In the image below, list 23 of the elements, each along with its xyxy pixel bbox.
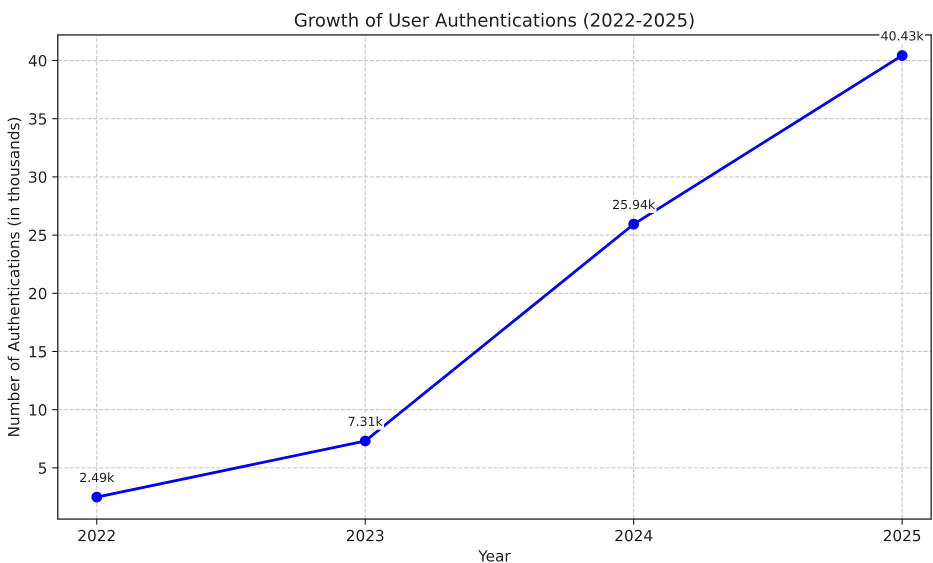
point xyxy=(360,436,371,446)
point xyxy=(896,50,908,61)
y-axis-title: Number of Authentications (in thousands) xyxy=(8,118,22,436)
data-label: 2.49k xyxy=(80,472,114,482)
y-tick-label: 40 xyxy=(28,54,46,67)
data-label: 7.31k xyxy=(348,416,383,426)
y-tick-label: 5 xyxy=(38,462,46,474)
y-tick-label: 20 xyxy=(29,288,46,300)
data-label: 40.43k xyxy=(881,30,924,41)
chart-title: Growth of User Authentications (2022-2025) xyxy=(294,12,694,29)
point xyxy=(628,218,640,230)
x-tick-label: 2022 xyxy=(78,530,115,542)
x-tick-label: 2025 xyxy=(884,530,920,542)
y-tick-label: 25 xyxy=(29,230,46,242)
x-tick-label: 2023 xyxy=(346,530,384,542)
point xyxy=(91,492,102,502)
y-tick-label: 35 xyxy=(29,113,46,125)
y-tick-label: 30 xyxy=(29,171,46,183)
y-tick-label: 10 xyxy=(30,404,46,416)
x-axis-title: Year xyxy=(478,550,511,562)
x-tick-label: 2024 xyxy=(615,530,652,542)
y-tick-label: 15 xyxy=(30,346,46,358)
data-label: 25.94k xyxy=(613,200,656,210)
